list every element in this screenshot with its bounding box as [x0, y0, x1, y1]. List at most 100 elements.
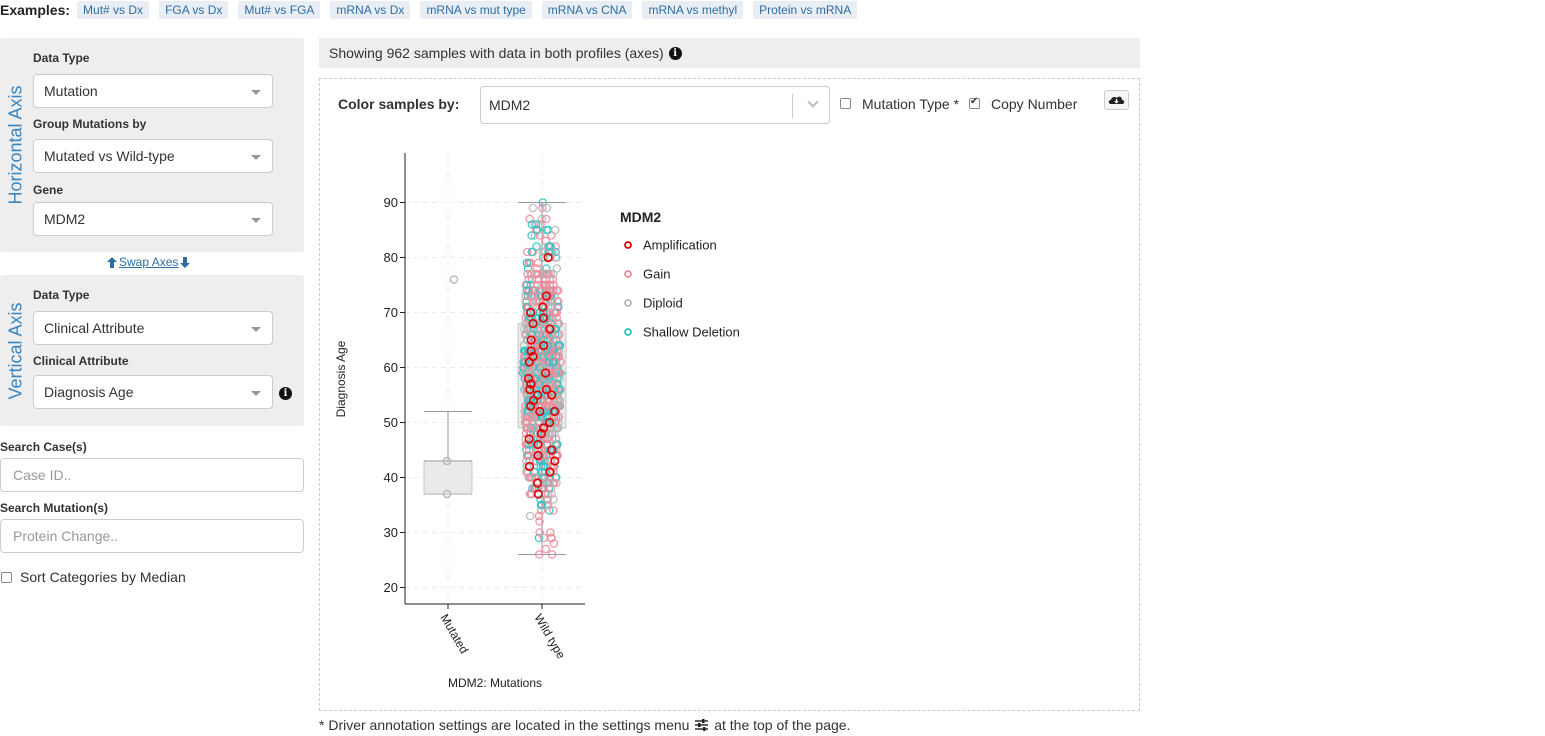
data-point — [548, 478, 558, 488]
data-point — [553, 363, 563, 372]
h-data-type-value: Mutation — [44, 83, 98, 99]
h-data-type-select[interactable]: Mutation — [33, 74, 273, 108]
data-point — [528, 291, 538, 301]
data-point — [538, 423, 549, 433]
x-tick-label: Mutated — [437, 612, 471, 657]
data-point — [528, 418, 537, 427]
data-point — [524, 445, 534, 455]
data-point — [526, 423, 536, 433]
data-point — [552, 478, 561, 488]
data-point — [534, 412, 543, 422]
download-button[interactable] — [1104, 90, 1129, 110]
data-point — [553, 286, 563, 295]
samples-info-bar: Showing 962 samples with data in both pr… — [319, 38, 1140, 68]
data-point — [549, 467, 558, 477]
data-point — [549, 396, 559, 405]
data-point — [522, 451, 532, 460]
info-circle-icon[interactable]: i — [668, 46, 682, 60]
copy-number-checkbox[interactable] — [969, 96, 980, 109]
data-point — [550, 406, 560, 417]
data-point — [520, 374, 530, 383]
search-mutation-input[interactable] — [0, 519, 304, 553]
data-point — [525, 319, 535, 328]
data-point — [552, 253, 561, 262]
cloud-download-icon — [1108, 96, 1125, 104]
copy-number-label: Copy Number — [991, 96, 1078, 112]
data-point — [538, 313, 548, 323]
search-case-input[interactable] — [0, 458, 304, 492]
sort-median-label: Sort Categories by Median — [20, 569, 186, 585]
data-point — [538, 302, 548, 312]
group-mutations-label: Group Mutations by — [33, 117, 147, 131]
samples-info-text: Showing 962 samples with data in both pr… — [329, 45, 664, 61]
data-point — [534, 418, 544, 427]
data-point — [538, 352, 547, 361]
v-data-type-label: Data Type — [33, 288, 90, 302]
arrow-down-icon — [180, 256, 191, 268]
data-point — [553, 352, 563, 361]
data-point — [541, 368, 551, 378]
data-point — [545, 275, 554, 284]
data-point — [525, 214, 534, 224]
data-point — [535, 528, 544, 537]
data-point — [531, 429, 541, 438]
data-point — [554, 330, 564, 339]
data-point — [534, 319, 543, 328]
sort-median-checkbox[interactable] — [1, 572, 12, 583]
legend-marker — [624, 270, 632, 278]
example-mrna-vs-cna[interactable]: mRNA vs CNA — [541, 1, 633, 19]
data-point — [530, 231, 540, 240]
data-point — [552, 313, 561, 323]
data-point — [522, 286, 531, 295]
clinical-attribute-select[interactable]: Diagnosis Age — [33, 375, 273, 409]
data-point — [551, 225, 560, 235]
data-point — [534, 511, 544, 521]
color-samples-select[interactable]: MDM2 — [480, 86, 830, 124]
group-mutations-value: Mutated vs Wild-type — [44, 148, 175, 164]
data-point — [543, 252, 553, 263]
caret-down-icon — [251, 90, 261, 95]
data-point — [528, 318, 538, 329]
data-point — [538, 335, 548, 345]
data-point — [545, 467, 555, 477]
x-axis-label: MDM2: Mutations — [448, 676, 542, 690]
caret-down-icon — [251, 218, 261, 223]
data-point — [538, 198, 547, 207]
info-circle-icon[interactable]: i — [279, 387, 292, 400]
example-protein-vs-mrna[interactable]: Protein vs mRNA — [753, 1, 858, 19]
data-point — [522, 258, 532, 268]
group-mutations-select[interactable]: Mutated vs Wild-type — [33, 139, 273, 173]
example-mrna-vs-methyl[interactable]: mRNA vs methyl — [642, 1, 744, 19]
arrow-up-icon — [107, 256, 117, 268]
data-point — [533, 450, 543, 461]
data-point — [546, 429, 555, 438]
example-fga-vs-dx[interactable]: FGA vs Dx — [159, 1, 229, 19]
data-point — [537, 500, 547, 510]
data-point — [538, 203, 547, 213]
y-tick-label: 30 — [384, 525, 398, 540]
x-tick-label: Wild type — [531, 612, 568, 662]
data-point — [552, 297, 562, 306]
data-point — [519, 363, 528, 372]
driver-annotation-footnote: * Driver annotation settings are located… — [319, 717, 850, 733]
data-point — [535, 406, 545, 417]
example-mrna-vs-dx[interactable]: mRNA vs Dx — [330, 1, 411, 19]
sliders-icon[interactable] — [695, 719, 709, 731]
example-mut-vs-dx[interactable]: Mut# vs Dx — [77, 1, 150, 19]
data-point — [533, 439, 543, 450]
swap-axes-link[interactable]: Swap Axes — [107, 255, 191, 269]
gene-select[interactable]: MDM2 — [33, 202, 273, 236]
data-point — [524, 324, 533, 334]
data-point — [545, 242, 555, 251]
clinical-attribute-label: Clinical Attribute — [33, 354, 129, 368]
data-point — [536, 506, 546, 515]
mutation-type-checkbox[interactable] — [840, 98, 851, 109]
examples-label: Examples: — [0, 2, 71, 18]
data-point — [526, 258, 535, 268]
v-data-type-select[interactable]: Clinical Attribute — [33, 311, 273, 345]
data-point — [538, 473, 548, 482]
example-mrna-vs-mut-type[interactable]: mRNA vs mut type — [420, 1, 532, 19]
vertical-axis-panel: Vertical Axis Data Type Clinical Attribu… — [0, 275, 304, 426]
example-mut-vs-fga[interactable]: Mut# vs FGA — [238, 1, 321, 19]
y-axis-label: Diagnosis Age — [334, 340, 348, 417]
